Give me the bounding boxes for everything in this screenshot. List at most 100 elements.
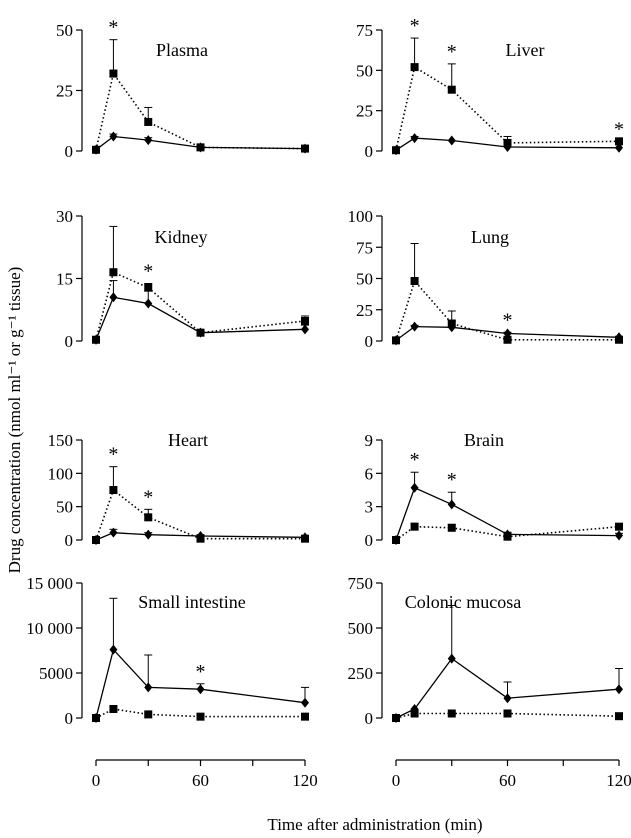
y-tick-label: 0: [65, 332, 74, 351]
significance-asterisk: *: [614, 118, 624, 140]
diamond-marker: [410, 133, 419, 144]
square-marker: [144, 513, 153, 522]
square-marker: [615, 335, 623, 344]
y-tick-label: 5000: [39, 664, 73, 683]
significance-asterisk: *: [503, 309, 513, 331]
significance-asterisk: *: [143, 261, 153, 283]
panel-brain: 0 3 6 9 Brain * *: [365, 430, 623, 550]
y-tick-label: 0: [365, 709, 374, 728]
square-marker: [196, 712, 205, 721]
y-tick-label: 50: [56, 21, 73, 40]
square-marker: [410, 522, 419, 531]
significance-asterisk: *: [196, 661, 206, 683]
square-marker: [447, 319, 456, 328]
square-marker: [410, 277, 419, 285]
bottom-time-axes: 0 60 120 0 60 120: [92, 759, 631, 790]
square-marker: [92, 145, 100, 154]
square-marker: [92, 714, 100, 722]
diamond-marker: [301, 697, 309, 708]
x-tick-label: 60: [192, 771, 209, 790]
panel-colonic-mucosa: 0 250 500 750 Colonic mucosa: [348, 574, 623, 728]
x-tick-label: 120: [606, 771, 631, 790]
y-tick-label: 50: [356, 61, 373, 80]
square-marker: [615, 712, 623, 721]
x-axis-label: Time after administration (min): [267, 815, 482, 834]
y-tick-label: 10 000: [26, 619, 73, 638]
significance-asterisk: *: [410, 15, 420, 37]
y-tick-label: 25: [356, 102, 373, 121]
significance-asterisk: *: [108, 444, 118, 466]
x-tick-label: 60: [499, 771, 516, 790]
diamond-marker: [447, 499, 456, 510]
panel-title: Lung: [471, 227, 509, 247]
y-tick-label: 100: [48, 464, 74, 483]
panel-title: Kidney: [155, 227, 208, 247]
y-tick-label: 0: [365, 332, 374, 351]
diamond-marker: [144, 298, 153, 309]
square-marker: [503, 532, 512, 541]
diamond-marker: [447, 653, 456, 664]
y-tick-label: 25: [56, 82, 73, 101]
significance-asterisk: *: [143, 486, 153, 508]
y-tick-label: 0: [365, 142, 374, 161]
diamond-marker: [109, 527, 118, 538]
diamond-marker: [615, 530, 623, 541]
y-tick-label: 75: [356, 238, 373, 257]
x-tick-label: 0: [392, 771, 401, 790]
x-tick-label: 120: [292, 771, 318, 790]
significance-asterisk: *: [447, 469, 457, 491]
panel-title: Plasma: [156, 40, 208, 60]
y-tick-label: 0: [365, 531, 374, 550]
y-tick-label: 0: [65, 142, 74, 161]
square-marker: [503, 709, 512, 718]
diamond-marker: [144, 135, 153, 146]
square-marker: [92, 536, 100, 544]
panel-title: Small intestine: [138, 592, 246, 612]
square-marker: [301, 712, 309, 721]
y-tick-label: 25: [356, 301, 373, 320]
diamond-marker: [196, 684, 205, 695]
y-tick-label: 100: [348, 207, 374, 226]
significance-asterisk: *: [108, 17, 118, 39]
y-tick-label: 9: [365, 431, 374, 450]
diamond-marker: [109, 131, 118, 142]
diamond-marker: [503, 693, 512, 704]
square-marker: [301, 534, 309, 543]
square-marker: [392, 714, 400, 722]
dotted-series-line: [395, 279, 619, 341]
y-tick-label: 15: [56, 270, 73, 289]
square-marker: [392, 536, 400, 544]
diamond-marker: [109, 644, 118, 655]
square-marker: [301, 144, 309, 153]
panel-heart: 0 50 100 150 Heart * *: [48, 430, 309, 550]
y-tick-label: 0: [65, 709, 74, 728]
square-marker: [447, 85, 456, 94]
square-marker: [447, 523, 456, 532]
diamond-marker: [410, 482, 419, 493]
square-marker: [92, 335, 100, 344]
significance-asterisk: *: [447, 41, 457, 63]
y-tick-label: 75: [356, 21, 373, 40]
square-marker: [109, 268, 118, 277]
square-marker: [109, 705, 118, 713]
square-marker: [615, 137, 623, 146]
panel-kidney: 0 15 30 Kidney*: [56, 207, 309, 351]
dotted-series-line: [95, 708, 305, 719]
square-marker: [503, 335, 512, 344]
square-marker: [109, 486, 118, 494]
diamond-marker: [410, 321, 419, 332]
diamond-marker: [615, 684, 623, 695]
panel-small-intestine: 0 5000 10 000 15 000 Small intestine *: [26, 574, 309, 728]
panels: 02550Plasma*0255075Liver***01530Kidney*0…: [26, 15, 624, 728]
square-marker: [144, 710, 153, 719]
y-tick-label: 250: [348, 664, 374, 683]
square-marker: [447, 709, 456, 718]
square-marker: [196, 534, 205, 543]
x-tick-label: 0: [92, 771, 101, 790]
panel-liver: 0 25 50 75 Liver * * *: [356, 15, 624, 161]
square-marker: [503, 138, 512, 147]
square-marker: [144, 283, 153, 292]
y-tick-label: 15 000: [26, 574, 73, 593]
square-marker: [392, 336, 400, 345]
